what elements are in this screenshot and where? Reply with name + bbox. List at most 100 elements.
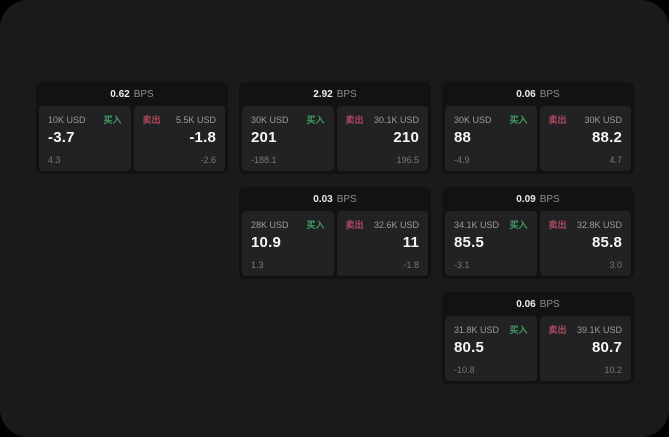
buy-delta: 4.3 [48,155,61,165]
quote-card: 0.06 BPS 30K USD 买入 88 -4.9 卖出 30K USD 8… [442,82,634,174]
sell-price: 80.7 [592,339,622,356]
quote-card: 0.09 BPS 34.1K USD 买入 85.5 -3.1 卖出 32.8K… [442,187,634,279]
bps-spread-value: 0.03 [313,193,333,205]
sell-amount: 32.8K USD [576,220,622,230]
buy-delta: -3.1 [454,260,470,270]
buy-side-label: 买入 [509,115,528,125]
buy-price: 10.9 [251,234,281,251]
card-header: 2.92 BPS [239,82,431,106]
buy-side-label: 买入 [103,115,122,125]
buy-side-label: 买入 [306,115,325,125]
sell-delta: 196.5 [396,155,419,165]
sell-side-label: 卖出 [142,115,161,125]
buy-amount: 31.8K USD [454,325,500,335]
sell-side-label: 卖出 [345,220,364,230]
bps-unit-label: BPS [133,88,154,100]
sell-delta: 10.2 [604,365,622,375]
sell-price: -1.8 [189,129,216,146]
buy-tile-header: 31.8K USD 买入 [454,323,528,336]
sell-quote-tile[interactable]: 卖出 39.1K USD 80.7 10.2 [539,316,631,381]
sell-quote-tile[interactable]: 卖出 32.6K USD 11 -1.8 [336,211,428,276]
buy-quote-tile[interactable]: 31.8K USD 买入 80.5 -10.8 [445,316,537,381]
quote-card: 0.03 BPS 28K USD 买入 10.9 1.3 卖出 32.6K US… [239,187,431,279]
sell-price: 210 [393,129,419,146]
sell-tile-header: 卖出 5.5K USD [143,113,217,126]
sell-price: 85.8 [592,234,622,251]
buy-tile-header: 34.1K USD 买入 [454,218,528,231]
bps-unit-label: BPS [336,193,357,205]
buy-delta: -188.1 [251,155,277,165]
buy-delta: -4.9 [454,155,470,165]
card-header: 0.09 BPS [442,187,634,211]
buy-side-label: 买入 [509,325,528,335]
card-header: 0.06 BPS [442,292,634,316]
bps-unit-label: BPS [539,88,560,100]
buy-sell-panels: 28K USD 买入 10.9 1.3 卖出 32.6K USD 11 -1.8 [239,211,431,279]
buy-amount: 30K USD [454,115,492,125]
sell-quote-tile[interactable]: 卖出 32.8K USD 85.8 3.0 [539,211,631,276]
sell-side-label: 卖出 [548,220,567,230]
sell-amount: 39.1K USD [576,325,622,335]
buy-delta: 1.3 [251,260,264,270]
buy-tile-header: 28K USD 买入 [251,218,325,231]
buy-sell-panels: 10K USD 买入 -3.7 4.3 卖出 5.5K USD -1.8 -2.… [36,106,228,174]
sell-amount: 5.5K USD [175,115,216,125]
sell-amount: 30.1K USD [373,115,419,125]
sell-tile-header: 卖出 32.6K USD [346,218,420,231]
sell-delta: -1.8 [403,260,419,270]
quote-card: 0.06 BPS 31.8K USD 买入 80.5 -10.8 卖出 39.1… [442,292,634,384]
bps-unit-label: BPS [336,88,357,100]
buy-amount: 28K USD [251,220,289,230]
sell-quote-tile[interactable]: 卖出 30.1K USD 210 196.5 [336,106,428,171]
sell-delta: -2.6 [200,155,216,165]
buy-side-label: 买入 [509,220,528,230]
sell-amount: 30K USD [584,115,622,125]
sell-delta: 4.7 [609,155,622,165]
sell-quote-tile[interactable]: 卖出 5.5K USD -1.8 -2.6 [133,106,225,171]
buy-quote-tile[interactable]: 28K USD 买入 10.9 1.3 [242,211,334,276]
bps-spread-value: 2.92 [313,88,333,100]
buy-delta: -10.8 [454,365,475,375]
bps-spread-value: 0.06 [516,298,536,310]
buy-price: 85.5 [454,234,484,251]
buy-price: -3.7 [48,129,75,146]
bps-spread-value: 0.62 [110,88,130,100]
sell-side-label: 卖出 [548,115,567,125]
buy-sell-panels: 30K USD 买入 201 -188.1 卖出 30.1K USD 210 1… [239,106,431,174]
buy-tile-header: 30K USD 买入 [251,113,325,126]
buy-price: 201 [251,129,277,146]
sell-price: 11 [402,234,419,251]
buy-sell-panels: 31.8K USD 买入 80.5 -10.8 卖出 39.1K USD 80.… [442,316,634,384]
quote-card: 2.92 BPS 30K USD 买入 201 -188.1 卖出 30.1K … [239,82,431,174]
buy-quote-tile[interactable]: 30K USD 买入 88 -4.9 [445,106,537,171]
buy-quote-tile[interactable]: 30K USD 买入 201 -188.1 [242,106,334,171]
sell-quote-tile[interactable]: 卖出 30K USD 88.2 4.7 [539,106,631,171]
sell-side-label: 卖出 [548,325,567,335]
bps-spread-value: 0.06 [516,88,536,100]
buy-quote-tile[interactable]: 10K USD 买入 -3.7 4.3 [39,106,131,171]
buy-price: 88 [454,129,472,146]
buy-side-label: 买入 [306,220,325,230]
buy-sell-panels: 34.1K USD 买入 85.5 -3.1 卖出 32.8K USD 85.8… [442,211,634,279]
buy-tile-header: 10K USD 买入 [48,113,122,126]
buy-quote-tile[interactable]: 34.1K USD 买入 85.5 -3.1 [445,211,537,276]
buy-amount: 34.1K USD [454,220,500,230]
quote-cards-grid: 0.62 BPS 10K USD 买入 -3.7 4.3 卖出 5.5K USD… [36,82,634,384]
bps-spread-value: 0.09 [516,193,536,205]
card-header: 0.62 BPS [36,82,228,106]
bps-unit-label: BPS [539,193,560,205]
card-header: 0.06 BPS [442,82,634,106]
sell-side-label: 卖出 [345,115,364,125]
sell-tile-header: 卖出 39.1K USD [549,323,623,336]
sell-tile-header: 卖出 32.8K USD [549,218,623,231]
buy-amount: 10K USD [48,115,86,125]
sell-price: 88.2 [592,129,622,146]
buy-sell-panels: 30K USD 买入 88 -4.9 卖出 30K USD 88.2 4.7 [442,106,634,174]
buy-price: 80.5 [454,339,484,356]
buy-amount: 30K USD [251,115,289,125]
bps-unit-label: BPS [539,298,560,310]
sell-tile-header: 卖出 30.1K USD [346,113,420,126]
sell-amount: 32.6K USD [373,220,419,230]
card-header: 0.03 BPS [239,187,431,211]
